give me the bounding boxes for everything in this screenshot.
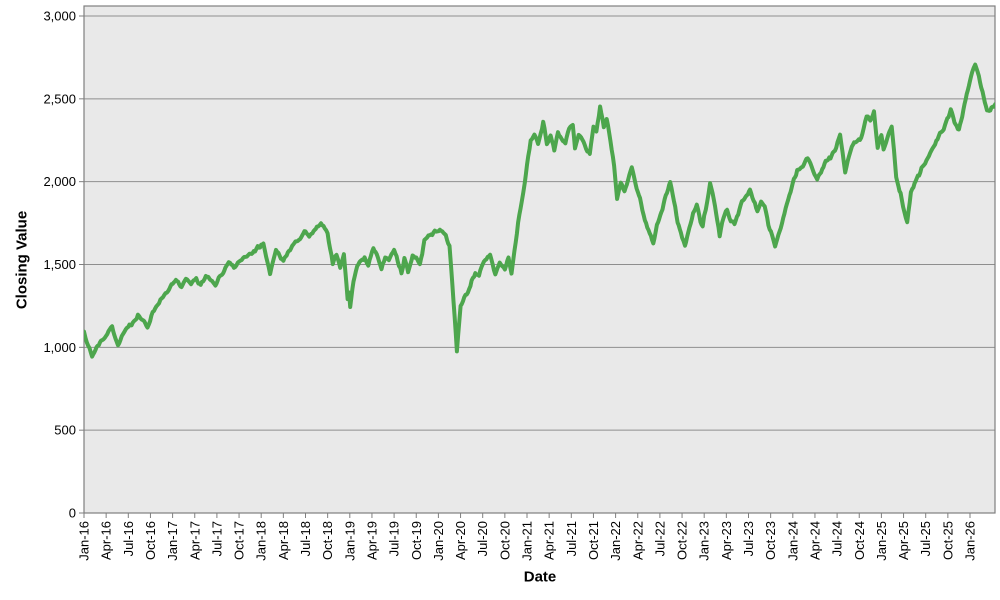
- plot-border: [83, 5, 996, 514]
- x-axis-tick-label: Jan-26: [963, 521, 978, 561]
- x-axis-tick-label: Jan-22: [608, 521, 623, 561]
- x-axis-tick-label: Jul-16: [121, 521, 136, 556]
- x-axis-tick-label: Apr-19: [364, 521, 379, 560]
- x-axis-tick-label: Oct-17: [232, 521, 247, 560]
- x-axis-tick-label: Jan-25: [874, 521, 889, 561]
- y-axis-tick-label: 1,500: [43, 257, 76, 272]
- plot-background: [84, 6, 995, 513]
- x-axis-tick-label: Jul-18: [298, 521, 313, 556]
- x-axis-tick-label: Jul-19: [387, 521, 402, 556]
- x-axis-tick-label: Oct-24: [852, 521, 867, 560]
- x-axis-tick-label: Apr-17: [187, 521, 202, 560]
- x-axis-tick-label: Jul-22: [652, 521, 667, 556]
- y-axis-title: Closing Value: [13, 210, 31, 310]
- x-axis-tick-label: Oct-25: [940, 521, 955, 560]
- x-axis-tick-label: Oct-23: [763, 521, 778, 560]
- x-axis-tick-label: Jan-23: [697, 521, 712, 561]
- x-axis-tick-label: Jan-21: [520, 521, 535, 561]
- x-axis-tick-label: Jul-24: [830, 521, 845, 556]
- x-axis-tick-label: Apr-20: [453, 521, 468, 560]
- x-axis-tick-label: Jul-17: [209, 521, 224, 556]
- x-axis-tick-label: Oct-20: [497, 521, 512, 560]
- x-axis-tick-label: Jul-25: [918, 521, 933, 556]
- x-axis-tick-label: Apr-21: [542, 521, 557, 560]
- x-axis-tick-label: Apr-22: [630, 521, 645, 560]
- x-axis-tick-label: Jan-19: [342, 521, 357, 561]
- x-axis-tick-label: Jan-20: [431, 521, 446, 561]
- x-axis-tick-label: Oct-19: [409, 521, 424, 560]
- closing-value-series-line: [84, 62, 995, 359]
- x-axis-tick-label: Oct-18: [320, 521, 335, 560]
- x-axis-tick-label: Jan-16: [77, 521, 92, 561]
- x-axis-tick-label: Apr-16: [99, 521, 114, 560]
- x-axis-tick-label: Oct-22: [675, 521, 690, 560]
- x-axis-tick-label: Jul-23: [741, 521, 756, 556]
- y-axis-tick-label: 3,000: [43, 9, 76, 24]
- x-axis-tick-label: Oct-21: [586, 521, 601, 560]
- x-axis-tick-label: Apr-24: [807, 521, 822, 560]
- y-axis-tick-label: 2,000: [43, 174, 76, 189]
- x-axis-tick-label: Jul-20: [475, 521, 490, 556]
- x-axis-tick-label: Apr-18: [276, 521, 291, 560]
- x-axis-tick-label: Jan-24: [785, 521, 800, 561]
- x-axis-tick-label: Apr-23: [719, 521, 734, 560]
- x-axis-title: Date: [523, 568, 557, 586]
- y-axis-tick-label: 2,500: [43, 91, 76, 106]
- x-axis-tick-label: Jul-21: [564, 521, 579, 556]
- x-axis-tick-label: Jan-18: [254, 521, 269, 561]
- y-axis-tick-label: 0: [69, 506, 76, 521]
- x-axis-tick-label: Oct-16: [143, 521, 158, 560]
- x-axis-tick-label: Apr-25: [896, 521, 911, 560]
- x-axis-tick-label: Jan-17: [165, 521, 180, 561]
- y-axis-tick-label: 500: [54, 423, 76, 438]
- y-axis-tick-label: 1,000: [43, 340, 76, 355]
